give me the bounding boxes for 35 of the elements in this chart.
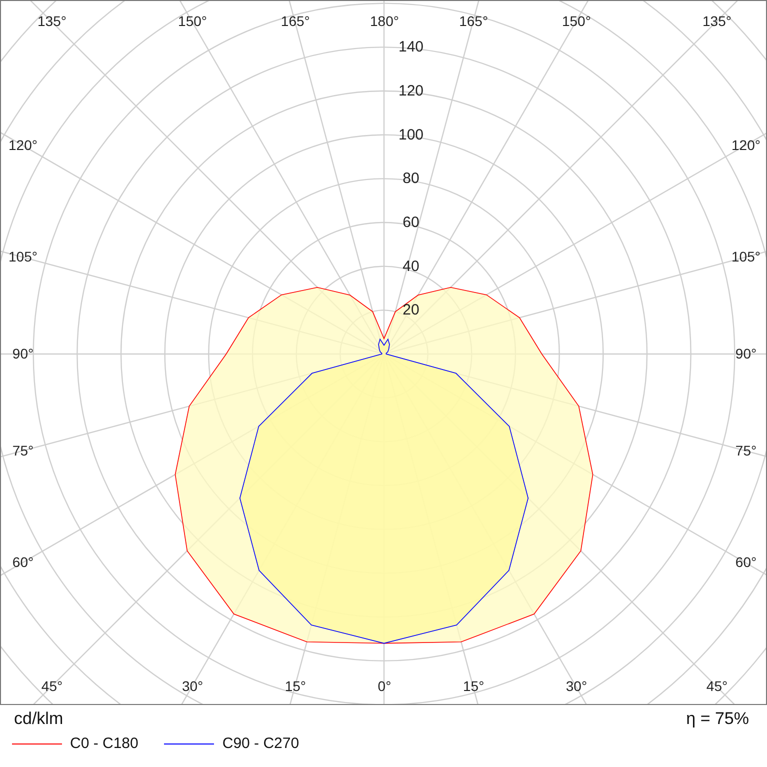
spoke-label: 45°	[706, 678, 728, 694]
y-tick-label: 60	[402, 214, 420, 231]
spoke-label: 120°	[8, 136, 38, 153]
spoke-label: 120°	[732, 136, 760, 153]
spoke-label: 15°	[284, 678, 306, 694]
spoke-label: 150°	[562, 13, 591, 29]
spoke-label: 75°	[735, 442, 757, 458]
spoke-label: 0°	[378, 678, 392, 694]
y-tick-label: 40	[402, 258, 420, 275]
spoke-label: 30°	[566, 678, 588, 694]
y-tick-label: 20	[402, 302, 420, 319]
spoke-label: 90°	[735, 346, 757, 362]
spoke-label: 60°	[735, 554, 757, 570]
spoke-label: 165°	[280, 13, 310, 29]
spoke-label: 150°	[178, 13, 208, 29]
spoke-label: 30°	[182, 678, 204, 694]
legend-label: C0 - C180	[70, 735, 138, 752]
spoke-label: 180°	[370, 13, 399, 29]
spoke-label: 90°	[12, 346, 34, 362]
y-tick-label: 120	[398, 82, 424, 100]
spoke-label: 15°	[463, 678, 484, 694]
text: η = 75%	[686, 709, 749, 729]
spoke-label: 135°	[38, 13, 66, 29]
spoke-label: 135°	[702, 13, 732, 29]
spoke-label: 75°	[12, 442, 34, 458]
legend-label: C90 - C270	[222, 735, 300, 752]
y-tick-label: 100	[398, 126, 424, 144]
spoke-label: 60°	[12, 554, 34, 570]
y-tick-label: 140	[398, 38, 424, 56]
spoke-label: 165°	[459, 13, 488, 29]
y-tick-label: 80	[402, 170, 420, 188]
spoke-label: 105°	[8, 248, 38, 265]
text: cd/klm	[14, 709, 64, 729]
spoke-label: 45°	[41, 678, 63, 694]
spoke-label: 105°	[732, 248, 760, 265]
